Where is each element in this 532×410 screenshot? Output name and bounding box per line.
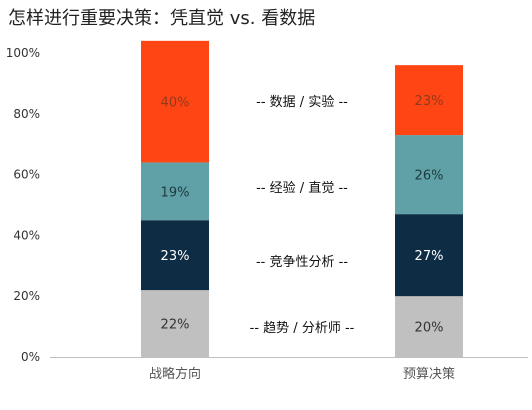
data-label: 40% xyxy=(161,96,190,111)
bar-segment xyxy=(395,65,463,136)
chart-title: 怎样进行重要决策：凭直觉 vs. 看数据 xyxy=(8,8,316,29)
data-label: 22% xyxy=(161,318,190,333)
data-label: 26% xyxy=(415,169,444,184)
bar-segment xyxy=(395,214,463,297)
y-tick-label: 0% xyxy=(21,350,40,364)
bar-segment xyxy=(141,220,209,291)
y-tick-label: 60% xyxy=(13,168,40,182)
bar-segment xyxy=(141,40,209,163)
bar-segment xyxy=(395,135,463,215)
data-label: 20% xyxy=(415,321,444,336)
x-category-label: 预算决策 xyxy=(403,366,455,382)
annotation-layer: -- 数据 / 实验 -- -- 经验 / 直觉 -- -- 竞争性分析 -- -- … xyxy=(250,94,355,336)
axis-layer: 0% 20% 40% 60% 80% 100% 战略方向 预算决策 xyxy=(6,46,528,382)
series-annotation: -- 经验 / 直觉 -- xyxy=(256,180,348,196)
y-tick-label: 100% xyxy=(6,46,40,60)
data-label: 23% xyxy=(161,249,190,264)
data-label: 27% xyxy=(415,249,444,264)
bars-layer: 22% 23% 19% 40% 20% 27% 26% 23% xyxy=(141,40,463,357)
bar-segment xyxy=(395,296,463,357)
x-category-label: 战略方向 xyxy=(149,366,201,382)
bar-segment xyxy=(141,290,209,357)
y-tick-label: 40% xyxy=(13,228,40,242)
y-tick-label: 20% xyxy=(13,289,40,303)
series-annotation: -- 数据 / 实验 -- xyxy=(256,94,348,110)
series-annotation: -- 竞争性分析 -- xyxy=(256,254,348,270)
y-tick-label: 80% xyxy=(13,107,40,121)
data-label: 19% xyxy=(161,185,190,200)
data-label: 23% xyxy=(415,94,444,109)
bar-segment xyxy=(141,162,209,221)
series-annotation: -- 趋势 / 分析师 -- xyxy=(250,320,355,336)
